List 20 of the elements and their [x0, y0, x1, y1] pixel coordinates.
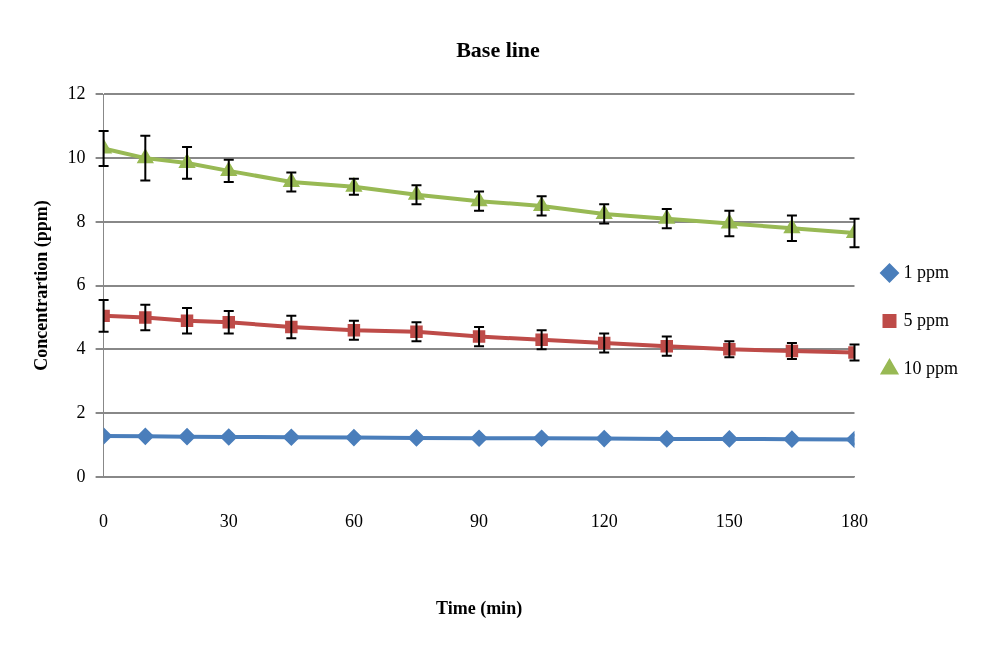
y-tick-label: 6 [76, 274, 86, 295]
y-tick-label: 12 [67, 83, 86, 104]
y-tick-label: 4 [76, 338, 86, 359]
x-tick-label: 120 [590, 511, 618, 532]
y-axis-title: Concentrartion (ppm) [31, 200, 53, 371]
legend-label: 10 ppm [903, 357, 959, 378]
x-tick-label: 180 [841, 511, 868, 532]
x-tick-label: 30 [219, 511, 238, 532]
x-axis-title: Time (min) [435, 597, 523, 619]
legend-label: 1 ppm [903, 261, 950, 282]
y-tick-label: 10 [67, 146, 86, 167]
y-tick-label: 2 [76, 401, 86, 422]
x-tick-label: 0 [99, 511, 109, 532]
x-tick-label: 150 [715, 511, 743, 532]
x-tick-label: 90 [470, 511, 489, 532]
chart-title: Base line [456, 36, 541, 62]
x-tick-label: 60 [344, 511, 363, 532]
legend-label: 5 ppm [903, 309, 950, 330]
y-tick-label: 0 [76, 465, 86, 486]
y-tick-label: 8 [76, 210, 86, 231]
